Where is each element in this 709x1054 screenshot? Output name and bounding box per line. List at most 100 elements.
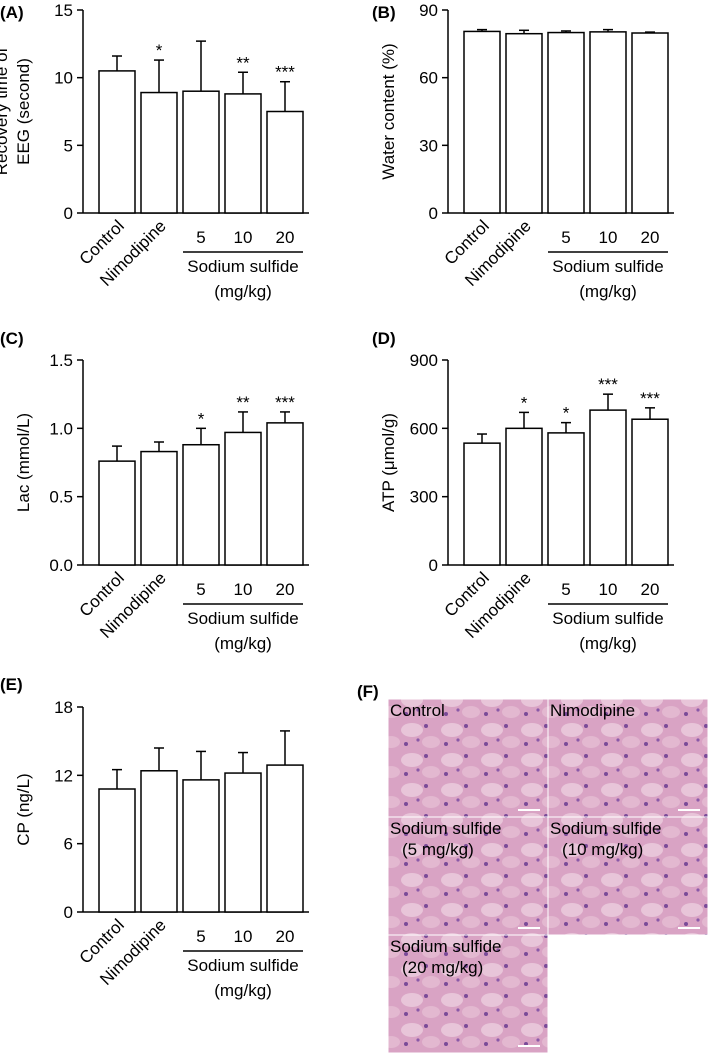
group-label: (mg/kg)	[214, 282, 272, 301]
bar	[182, 443, 220, 566]
group-label: Sodium sulfide	[187, 609, 299, 628]
bar	[182, 90, 220, 214]
x-tick-label: 20	[641, 228, 660, 247]
image-caption: Sodium sulfide	[390, 819, 502, 838]
group-label: (mg/kg)	[214, 981, 272, 1000]
x-tick-label: 20	[276, 228, 295, 247]
scale-bar	[678, 927, 700, 929]
bar	[463, 30, 501, 214]
y-tick-label: 600	[410, 419, 438, 438]
panel-label: (B)	[372, 3, 396, 22]
y-tick-label: 0	[429, 204, 438, 223]
image-caption: (10 mg/kg)	[562, 840, 643, 859]
bar	[266, 422, 304, 566]
x-tick-label: 5	[196, 580, 205, 599]
y-tick-label: 0	[64, 903, 73, 922]
bar	[463, 442, 501, 566]
y-tick-label: 60	[419, 69, 438, 88]
bar	[505, 32, 543, 214]
image-caption: Sodium sulfide	[550, 819, 662, 838]
x-tick-label: 5	[196, 228, 205, 247]
y-tick-label: 15	[54, 1, 73, 20]
y-tick-label: 300	[410, 488, 438, 507]
significance: *	[198, 409, 205, 428]
bar	[631, 32, 669, 214]
y-tick-label: 0	[64, 204, 73, 223]
y-tick-label: 90	[419, 1, 438, 20]
histology-image	[387, 816, 549, 936]
bar	[140, 770, 178, 913]
significance: *	[156, 41, 163, 60]
y-tick-label: 0.5	[49, 488, 73, 507]
bar	[182, 779, 220, 913]
bar	[589, 409, 627, 566]
panel-label: (D)	[372, 329, 396, 348]
significance: *	[563, 404, 570, 423]
bar	[224, 431, 262, 566]
y-tick-label: 10	[54, 69, 73, 88]
bar	[589, 31, 627, 214]
x-tick-label: 10	[599, 228, 618, 247]
significance: **	[236, 393, 250, 412]
significance: ***	[640, 389, 660, 408]
bar	[631, 418, 669, 566]
image-caption: Control	[390, 701, 445, 720]
histology-image	[387, 934, 549, 1054]
bar	[505, 427, 543, 566]
panel-label: (C)	[0, 329, 24, 348]
panel-label: (E)	[0, 675, 23, 694]
bar	[224, 93, 262, 214]
bar	[98, 788, 136, 913]
x-tick-label: 10	[234, 228, 253, 247]
scale-bar	[518, 927, 540, 929]
y-axis-label: Water content (%)	[379, 43, 398, 179]
x-tick-label: 20	[641, 580, 660, 599]
y-axis-label: ATP (μmol/g)	[379, 413, 398, 512]
x-tick-label: 5	[561, 580, 570, 599]
scale-bar	[518, 1045, 540, 1047]
x-tick-label: 5	[196, 927, 205, 946]
bar	[140, 450, 178, 566]
significance: ***	[275, 63, 295, 82]
bar	[98, 460, 136, 566]
significance: ***	[275, 393, 295, 412]
scale-bar	[518, 809, 540, 811]
image-caption: Sodium sulfide	[390, 937, 502, 956]
group-label: (mg/kg)	[214, 634, 272, 653]
significance: *	[521, 393, 528, 412]
image-caption: (20 mg/kg)	[402, 958, 483, 977]
y-axis-label: CP (ng/L)	[14, 773, 33, 845]
scale-bar	[678, 809, 700, 811]
bar	[547, 432, 585, 566]
group-label: Sodium sulfide	[552, 257, 664, 276]
y-tick-label: 900	[410, 351, 438, 370]
y-tick-label: 18	[54, 698, 73, 717]
histology-image	[547, 816, 709, 936]
image-caption: Nimodipine	[550, 701, 635, 720]
y-tick-label: 1.0	[49, 419, 73, 438]
bar	[266, 764, 304, 913]
bar	[224, 772, 262, 913]
panel-label: (F)	[357, 682, 379, 701]
group-label: Sodium sulfide	[187, 257, 299, 276]
bar	[98, 70, 136, 214]
y-tick-label: 1.5	[49, 351, 73, 370]
y-tick-label: 6	[64, 835, 73, 854]
y-axis-label: Recovery time of	[0, 47, 11, 175]
group-label: (mg/kg)	[579, 634, 637, 653]
y-axis-label: EEG (second)	[14, 58, 33, 165]
y-tick-label: 12	[54, 766, 73, 785]
group-label: (mg/kg)	[579, 282, 637, 301]
y-tick-label: 0	[429, 556, 438, 575]
image-caption: (5 mg/kg)	[402, 840, 474, 859]
y-tick-label: 0.0	[49, 556, 73, 575]
bar	[140, 91, 178, 214]
bar	[266, 110, 304, 214]
y-axis-label: Lac (mmol/L)	[14, 413, 33, 512]
y-tick-label: 30	[419, 136, 438, 155]
x-tick-label: 20	[276, 580, 295, 599]
x-tick-label: 5	[561, 228, 570, 247]
panel-label: (A)	[0, 3, 24, 22]
y-tick-label: 5	[64, 136, 73, 155]
